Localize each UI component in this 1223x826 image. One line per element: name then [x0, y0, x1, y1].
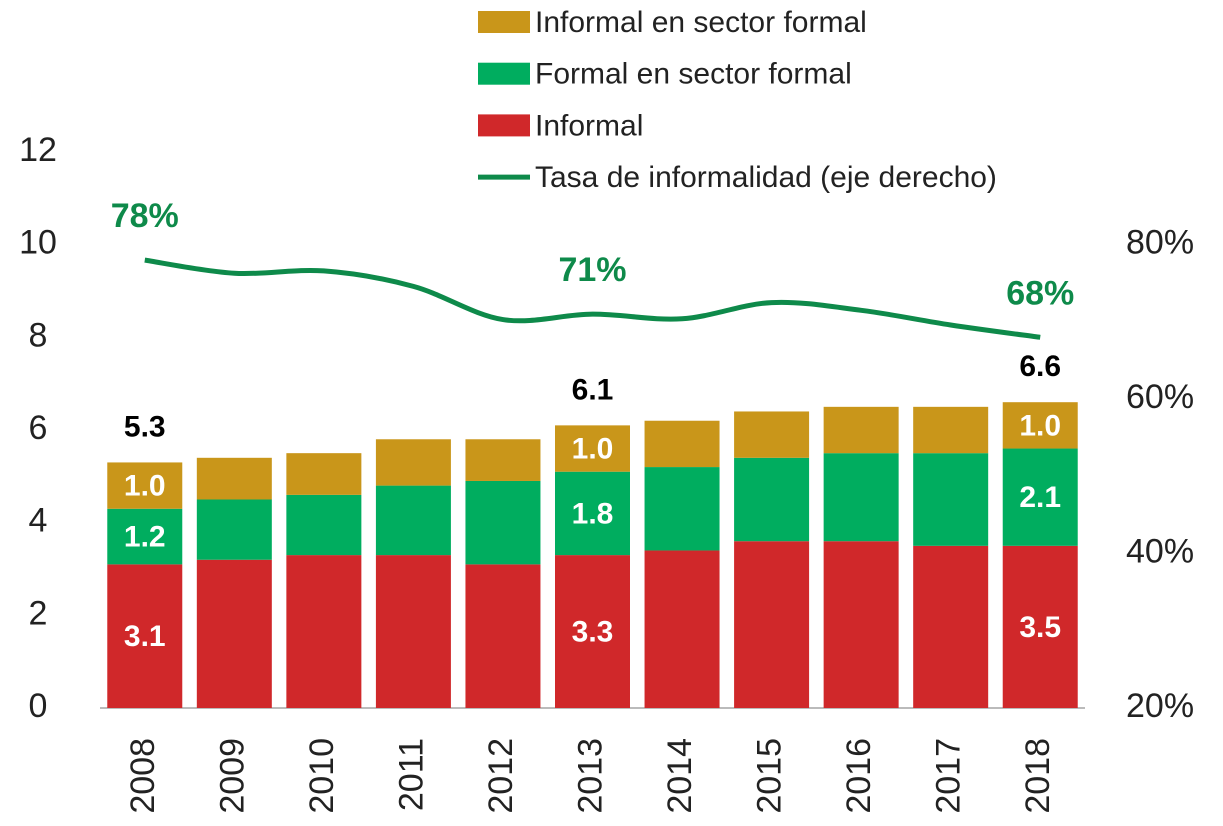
- x-tick-label: 2011: [392, 738, 430, 811]
- legend-label: Tasa de informalidad (eje derecho): [535, 161, 997, 194]
- x-tick-label: 2010: [303, 738, 341, 814]
- value-label: 3.5: [1019, 611, 1061, 644]
- y-tick-label: 4: [29, 502, 48, 540]
- legend-swatch: [478, 11, 530, 33]
- bar-segment: [644, 550, 720, 708]
- legend-swatch: [478, 114, 530, 137]
- bar-segment: [913, 545, 989, 708]
- value-label: 1.0: [124, 470, 166, 503]
- line-label: 68%: [1006, 274, 1074, 312]
- bar-segment: [734, 457, 810, 542]
- value-label: 1.0: [572, 432, 614, 465]
- legend-label: Informal en sector formal: [535, 6, 867, 39]
- y-tick-label: 10: [19, 224, 57, 262]
- bar-segment: [644, 420, 720, 468]
- y2-tick-label: 80%: [1126, 224, 1194, 262]
- x-tick-label: 2012: [482, 738, 520, 814]
- bar-segment: [1002, 545, 1078, 708]
- bar-segment: [555, 425, 630, 472]
- bar-segment: [286, 453, 362, 495]
- x-tick-label: 2015: [751, 738, 789, 814]
- bar-segment: [823, 541, 899, 708]
- bar-segment: [286, 494, 362, 556]
- legend-swatch: [478, 62, 530, 85]
- bar-segment: [1002, 402, 1078, 449]
- value-label: 1.2: [124, 520, 166, 553]
- bar-segment: [913, 453, 989, 546]
- bar-segment: [375, 555, 451, 708]
- bar-segment: [196, 457, 272, 500]
- bar-segment: [465, 480, 541, 565]
- x-tick-label: 2009: [213, 738, 251, 814]
- y-tick-label: 6: [29, 409, 48, 447]
- value-label: 1.0: [1019, 409, 1061, 442]
- bar-segment: [644, 467, 720, 551]
- x-tick-label: 2018: [1019, 738, 1057, 814]
- total-label: 6.1: [572, 373, 614, 406]
- y2-tick-label: 40%: [1126, 533, 1194, 571]
- bar-segment: [375, 485, 451, 556]
- bar-segment: [196, 559, 272, 708]
- bar-segment: [913, 406, 989, 454]
- bar-segment: [734, 541, 810, 708]
- x-tick-label: 2014: [661, 738, 699, 814]
- bar-segment: [823, 406, 899, 454]
- total-label: 6.6: [1019, 350, 1061, 383]
- bar-segment: [465, 439, 541, 481]
- x-tick-label: 2017: [930, 738, 968, 814]
- bar-segment: [555, 555, 630, 708]
- bar-segment: [196, 499, 272, 560]
- x-tick-label: 2016: [840, 738, 878, 814]
- y-tick-label: 12: [19, 131, 57, 169]
- legend-label: Formal en sector formal: [535, 58, 852, 91]
- bar-segment: [734, 411, 810, 458]
- y2-tick-label: 60%: [1126, 378, 1194, 416]
- bar-segment: [107, 462, 183, 509]
- bar-segment: [1002, 448, 1078, 546]
- value-label: 3.3: [572, 615, 614, 648]
- bar-segment: [286, 555, 362, 708]
- y2-tick-label: 20%: [1126, 687, 1194, 725]
- bar-segment: [107, 508, 183, 565]
- total-label: 5.3: [124, 410, 166, 443]
- legend-label: Informal: [535, 109, 643, 142]
- bar-segment: [465, 564, 541, 708]
- y-tick-label: 0: [29, 687, 48, 725]
- value-label: 2.1: [1019, 481, 1061, 514]
- x-tick-label: 2008: [124, 738, 162, 814]
- x-tick-label: 2013: [571, 738, 609, 814]
- line-label: 78%: [111, 197, 179, 235]
- line-label: 71%: [558, 251, 626, 289]
- y-tick-label: 2: [29, 594, 48, 632]
- value-label: 3.1: [124, 620, 166, 653]
- bar-segment: [375, 439, 451, 486]
- bar-segment: [107, 564, 183, 708]
- bar-segment: [823, 453, 899, 542]
- rate-line: [144, 257, 1041, 340]
- bar-segment: [555, 471, 630, 556]
- value-label: 1.8: [572, 497, 614, 530]
- y-tick-label: 8: [29, 316, 48, 354]
